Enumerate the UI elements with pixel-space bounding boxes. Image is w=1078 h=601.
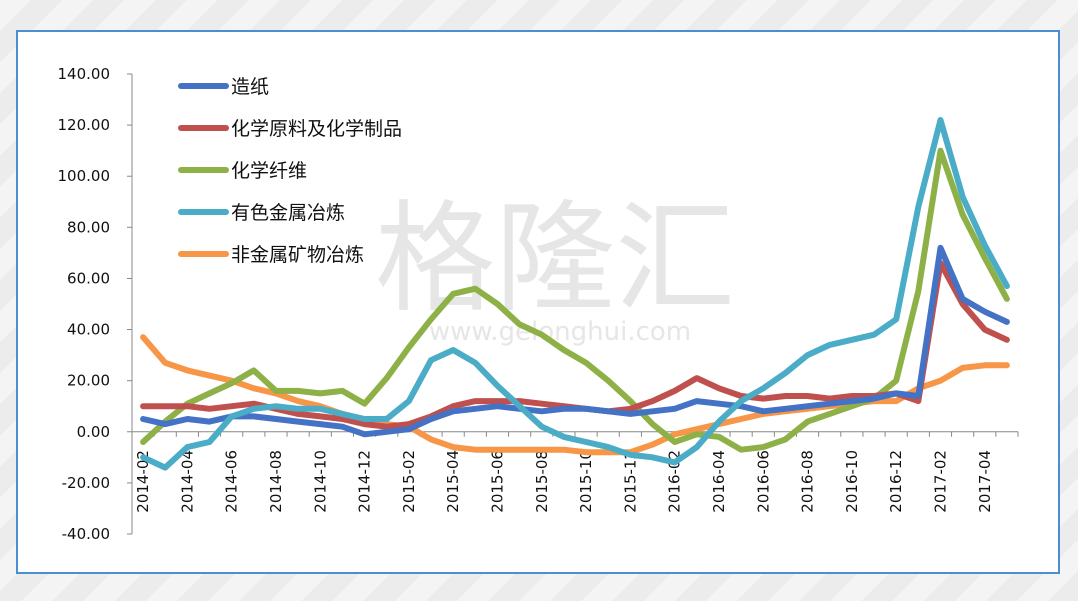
axes: 140.00 120.00 100.00 80.00 60.00 40.00 20.00 0.… bbox=[58, 65, 1019, 543]
y-tick-label: 20.00 bbox=[67, 372, 110, 390]
x-tick-label: 2014-04 bbox=[178, 450, 196, 513]
y-tick-label: 60.00 bbox=[67, 269, 110, 287]
y-tick-label: 120.00 bbox=[58, 116, 111, 134]
series-layer bbox=[140, 117, 1010, 471]
series-line-0 bbox=[140, 244, 1010, 438]
series-line-3 bbox=[140, 117, 1010, 471]
legend-label-3: 有色金属冶炼 bbox=[231, 202, 345, 224]
watermark-url: www.gelonghui.com bbox=[429, 317, 691, 347]
x-tick-label: 2014-08 bbox=[267, 450, 285, 513]
x-tick-label: 2016-08 bbox=[799, 450, 817, 513]
watermark-text: 格隆汇 bbox=[375, 190, 735, 329]
x-tick-label: 2014-10 bbox=[311, 450, 329, 513]
x-tick-label: 2016-10 bbox=[843, 450, 861, 513]
x-tick-label: 2015-12 bbox=[621, 450, 639, 513]
x-tick-label: 2015-04 bbox=[444, 450, 462, 513]
y-tick-label: 40.00 bbox=[67, 321, 110, 339]
x-tick-label: 2015-02 bbox=[400, 450, 418, 513]
y-tick-label: 80.00 bbox=[67, 218, 110, 236]
y-tick-label: -40.00 bbox=[62, 525, 110, 543]
x-tick-label: 2015-08 bbox=[533, 450, 551, 513]
x-tick-label: 2014-12 bbox=[356, 450, 374, 513]
x-tick-label: 2017-04 bbox=[976, 450, 994, 513]
x-tick-label: 2016-04 bbox=[710, 450, 728, 513]
x-tick-label: 2015-06 bbox=[488, 450, 506, 513]
legend-label-4: 非金属矿物冶炼 bbox=[231, 244, 364, 266]
legend-label-0: 造纸 bbox=[231, 76, 269, 98]
y-tick-label: -20.00 bbox=[62, 474, 110, 492]
x-tick-label: 2014-02 bbox=[134, 450, 152, 513]
legend-label-1: 化学原料及化学制品 bbox=[231, 118, 402, 140]
x-tick-label: 2016-02 bbox=[666, 450, 684, 513]
x-tick-label: 2014-06 bbox=[223, 450, 241, 513]
x-tick-label: 2015-10 bbox=[577, 450, 595, 513]
x-tick-label: 2016-12 bbox=[887, 450, 905, 513]
y-tick-label: 0.00 bbox=[77, 423, 110, 441]
legend-label-2: 化学纤维 bbox=[231, 160, 307, 182]
y-tick-label: 140.00 bbox=[58, 65, 111, 83]
y-tick-label: 100.00 bbox=[58, 167, 111, 185]
x-tick-label: 2016-06 bbox=[754, 450, 772, 513]
x-tick-label: 2017-02 bbox=[931, 450, 949, 513]
chart-frame bbox=[16, 30, 1060, 574]
